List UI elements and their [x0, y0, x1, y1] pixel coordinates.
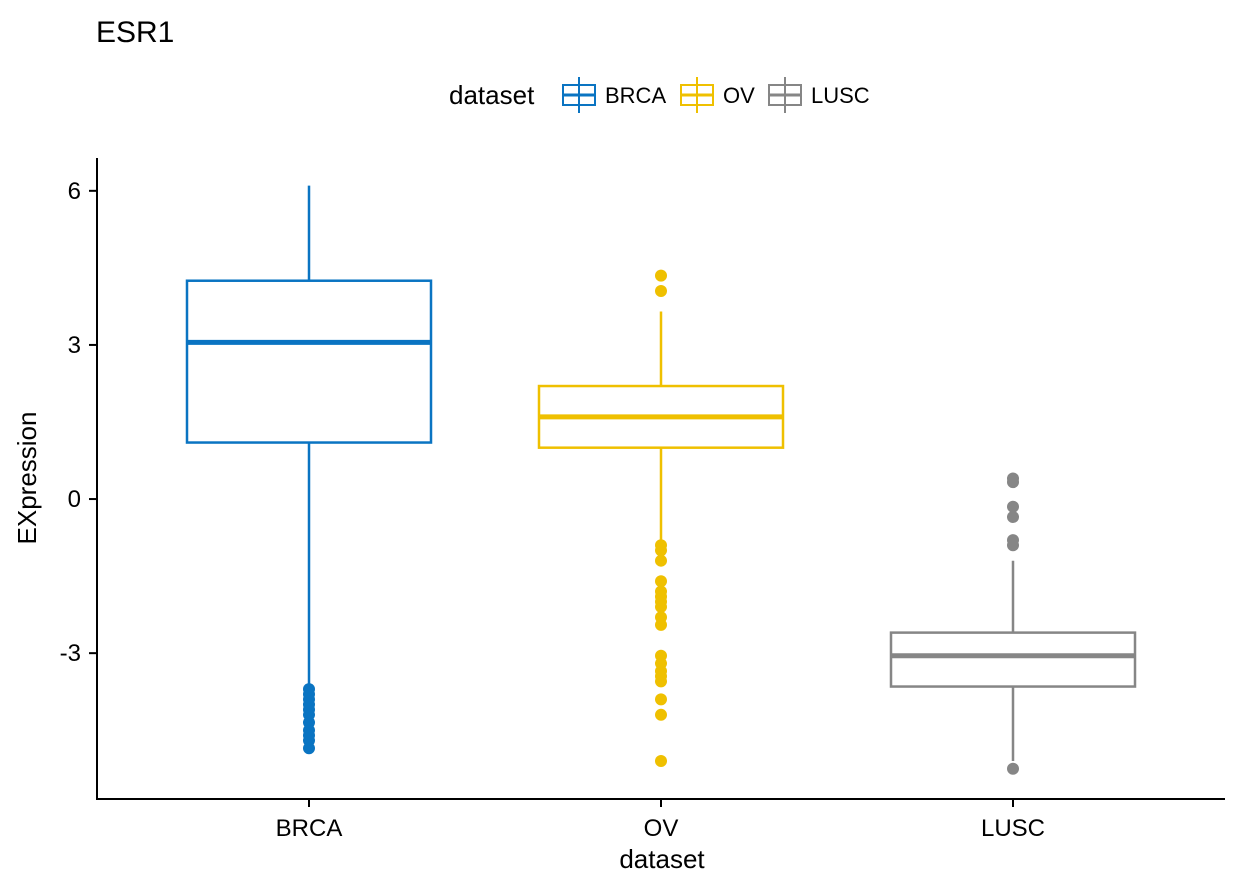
- outlier-point: [1007, 539, 1019, 552]
- outlier-point: [655, 618, 667, 631]
- outlier-point: [655, 755, 667, 768]
- x-tick-label-lusc: LUSC: [981, 815, 1045, 842]
- outlier-point: [655, 284, 667, 297]
- y-tick-label: 0: [68, 486, 81, 513]
- iqr-box: [889, 631, 1137, 688]
- legend: dataset BRCA OV LUSC: [449, 77, 870, 113]
- box-lusc: [889, 472, 1137, 775]
- outlier-point: [1007, 500, 1019, 513]
- legend-key-ov: [680, 77, 714, 113]
- x-axis-ticks: BRCA OV LUSC: [276, 799, 1045, 842]
- outlier-point: [655, 693, 667, 706]
- legend-label-ov: OV: [723, 83, 755, 108]
- outlier-point: [655, 554, 667, 567]
- x-tick-label-brca: BRCA: [276, 815, 343, 842]
- outlier-point: [303, 742, 315, 755]
- y-tick-label: 6: [68, 178, 81, 205]
- boxes: [185, 185, 1137, 775]
- outlier-point: [655, 675, 667, 688]
- y-tick-label: -3: [60, 640, 81, 667]
- outlier-point: [1007, 476, 1019, 489]
- y-axis-ticks: 6 3 0 -3: [60, 178, 97, 667]
- iqr-box: [185, 279, 433, 444]
- legend-key-lusc: [768, 77, 802, 113]
- y-axis-label: EXpression: [12, 412, 42, 545]
- outlier-point: [655, 269, 667, 282]
- box-brca: [185, 185, 433, 755]
- outlier-point: [655, 544, 667, 557]
- legend-title: dataset: [449, 80, 535, 110]
- outlier-point: [1007, 762, 1019, 775]
- outlier-point: [655, 708, 667, 721]
- outlier-point: [655, 600, 667, 613]
- x-axis-label: dataset: [619, 844, 705, 874]
- x-tick-label-ov: OV: [644, 815, 679, 842]
- legend-label-brca: BRCA: [605, 83, 666, 108]
- box-ov: [537, 269, 785, 768]
- outlier-point: [655, 575, 667, 588]
- chart-title: ESR1: [96, 16, 174, 49]
- legend-key-brca: [562, 77, 596, 113]
- legend-label-lusc: LUSC: [811, 83, 870, 108]
- y-tick-label: 3: [68, 332, 81, 359]
- outlier-point: [1007, 511, 1019, 524]
